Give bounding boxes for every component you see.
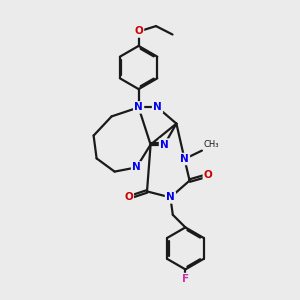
Text: CH₃: CH₃ (203, 140, 219, 149)
Text: O: O (124, 192, 133, 203)
Text: N: N (134, 102, 143, 112)
Text: N: N (132, 162, 141, 172)
Text: O: O (134, 26, 143, 37)
Text: O: O (204, 170, 213, 181)
Text: N: N (160, 140, 169, 150)
Text: N: N (166, 192, 175, 203)
Text: N: N (153, 102, 162, 112)
Text: N: N (180, 154, 189, 164)
Text: F: F (182, 274, 189, 284)
